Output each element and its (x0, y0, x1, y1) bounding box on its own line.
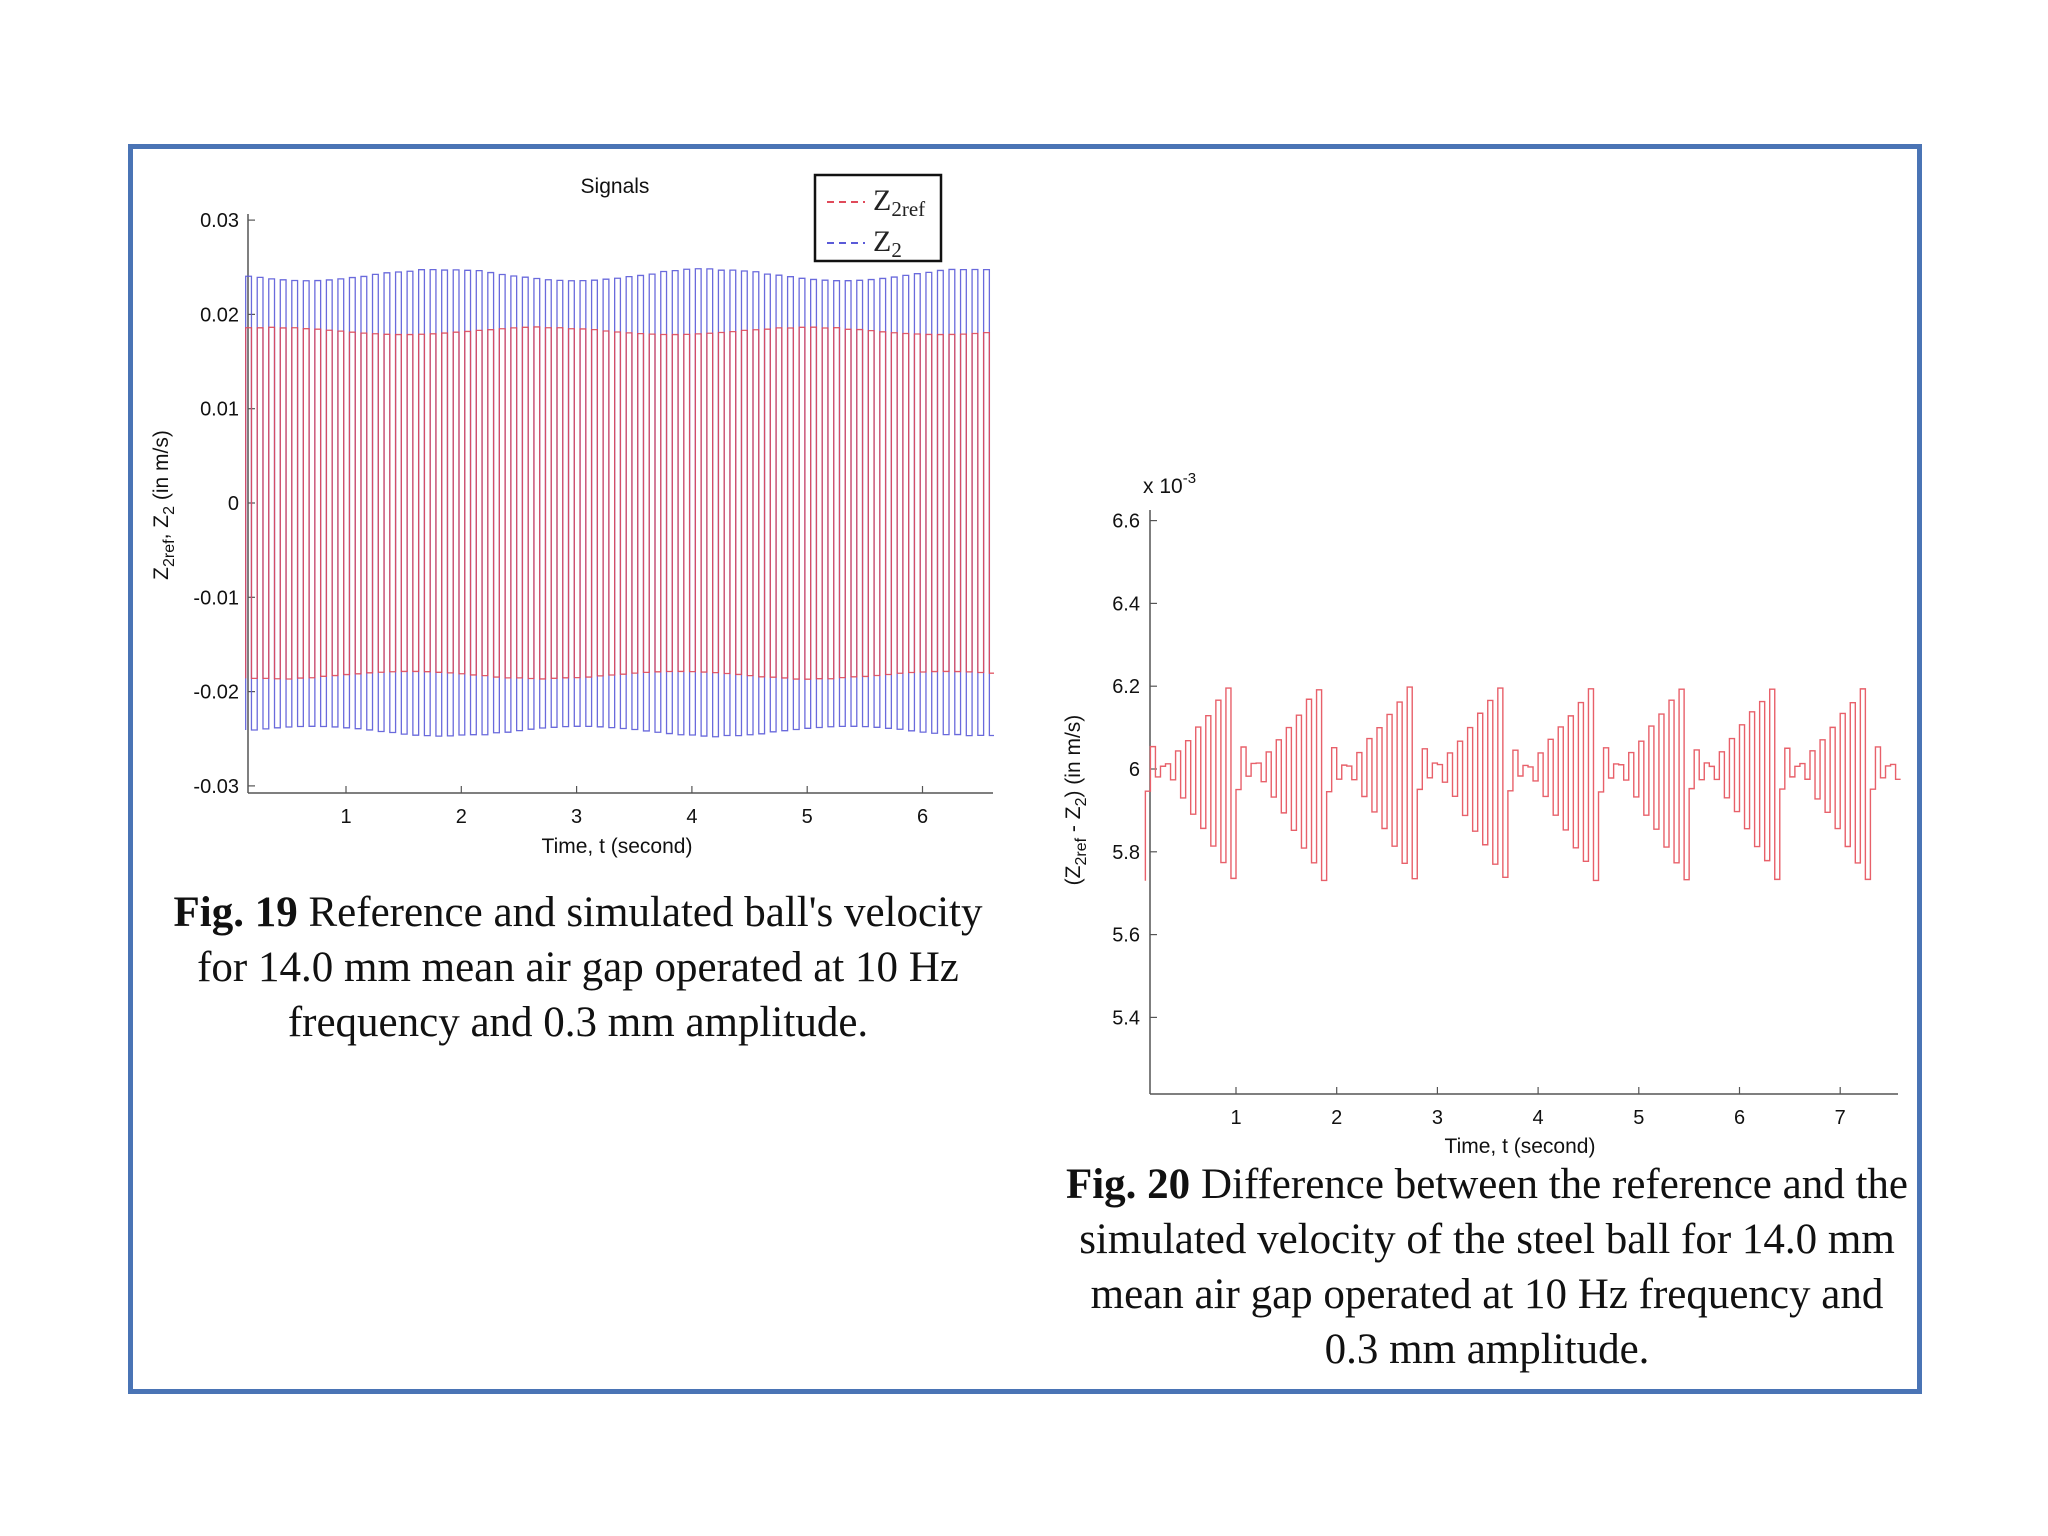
caption-fig20-text: Difference between the reference and the… (1079, 1161, 1909, 1373)
legend-label-z2ref: Z2ref (873, 184, 925, 221)
y-tick-label: 0.03 (200, 210, 239, 232)
x-tick-label: 3 (1432, 1107, 1443, 1129)
legend-label-z2: Z2 (873, 225, 902, 262)
x-tick-label: 5 (1633, 1107, 1644, 1129)
caption-fig19: Fig. 19 Reference and simulated ball's v… (158, 885, 998, 1050)
y-tick-label: 6.6 (1112, 511, 1140, 533)
legend-box (813, 173, 943, 263)
y-axis-label: Z2ref, Z2 (in m/s) (150, 430, 178, 580)
caption-fig20: Fig. 20 Difference between the reference… (1062, 1157, 1912, 1377)
x-tick-label: 6 (1734, 1107, 1745, 1129)
x-tick-label: 2 (1331, 1107, 1342, 1129)
series-line-z2ref (245, 326, 994, 680)
y-tick-label: 5.4 (1112, 1007, 1140, 1029)
y-tick-label: -0.02 (193, 682, 239, 704)
y-tick-label: -0.03 (193, 776, 239, 798)
y-tick-label: 0.02 (200, 304, 239, 326)
x-tick-label: 4 (1533, 1107, 1544, 1129)
y-tick-label: 6.4 (1112, 593, 1140, 615)
caption-fig20-label: Fig. 20 (1065, 1161, 1191, 1208)
x-tick-label: 2 (456, 806, 467, 828)
y-tick-label: 0 (228, 493, 239, 515)
y-tick-label: 0.01 (200, 399, 239, 421)
y-axis-label: (Z2ref - Z2) (in m/s) (1062, 715, 1090, 886)
chart-fig20: 6.6 6.4 6.2 6 5.8 5.6 5.4 1 2 3 4 5 6 7 Time, t (secon… (1062, 470, 1901, 1158)
caption-fig19-label: Fig. 19 (173, 889, 298, 936)
series-line-difference (1144, 686, 1901, 882)
caption-fig19-text: Reference and simulated ball's velocity … (197, 889, 983, 1046)
x-tick-label: 3 (571, 806, 582, 828)
x-tick-label: 4 (686, 806, 697, 828)
y-multiplier: x 10-3 (1143, 470, 1196, 498)
y-tick-label: 5.6 (1112, 925, 1140, 947)
x-tick-label: 6 (917, 806, 928, 828)
x-tick-label: 1 (1230, 1107, 1241, 1129)
y-tick-label: 6 (1129, 759, 1140, 781)
chart-fig19: Signals 0.03 0.02 0.01 0 -0.01 -0.02 -0.03 1 2 3 4 5… (150, 173, 994, 858)
y-tick-label: -0.01 (193, 587, 239, 609)
chart-title: Signals (581, 175, 650, 198)
x-axis-label: Time, t (second) (1445, 1135, 1596, 1158)
x-axis-label: Time, t (second) (542, 835, 693, 858)
x-tick-label: 5 (802, 806, 813, 828)
y-tick-label: 6.2 (1112, 676, 1140, 698)
y-tick-label: 5.8 (1112, 842, 1140, 864)
x-tick-label: 7 (1835, 1107, 1846, 1129)
legend: Z2ref Z2 (813, 173, 943, 263)
x-tick-label: 1 (340, 806, 351, 828)
